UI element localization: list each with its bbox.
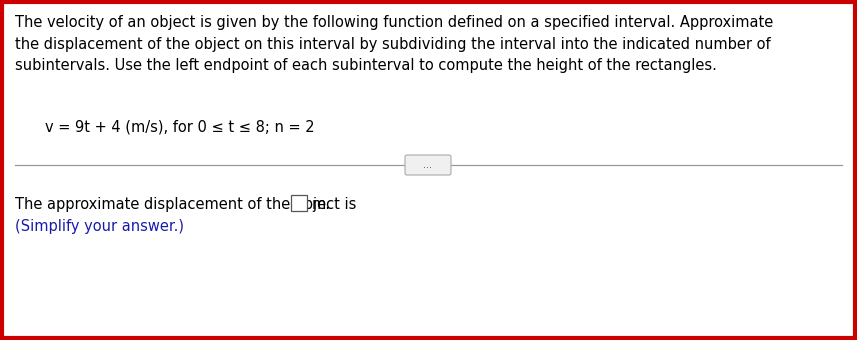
Text: ...: ... [423, 160, 433, 170]
Bar [291, 195, 307, 211]
Text: (Simplify your answer.): (Simplify your answer.) [15, 219, 184, 234]
Text: m.: m. [312, 197, 331, 212]
Text: v = 9t + 4 (m/s), for 0 ≤ t ≤ 8; n = 2: v = 9t + 4 (m/s), for 0 ≤ t ≤ 8; n = 2 [45, 120, 315, 135]
FancyBboxPatch shape [405, 155, 451, 175]
Text: The velocity of an object is given by the following function defined on a specif: The velocity of an object is given by th… [15, 15, 773, 73]
Text: The approximate displacement of the object is: The approximate displacement of the obje… [15, 197, 357, 212]
